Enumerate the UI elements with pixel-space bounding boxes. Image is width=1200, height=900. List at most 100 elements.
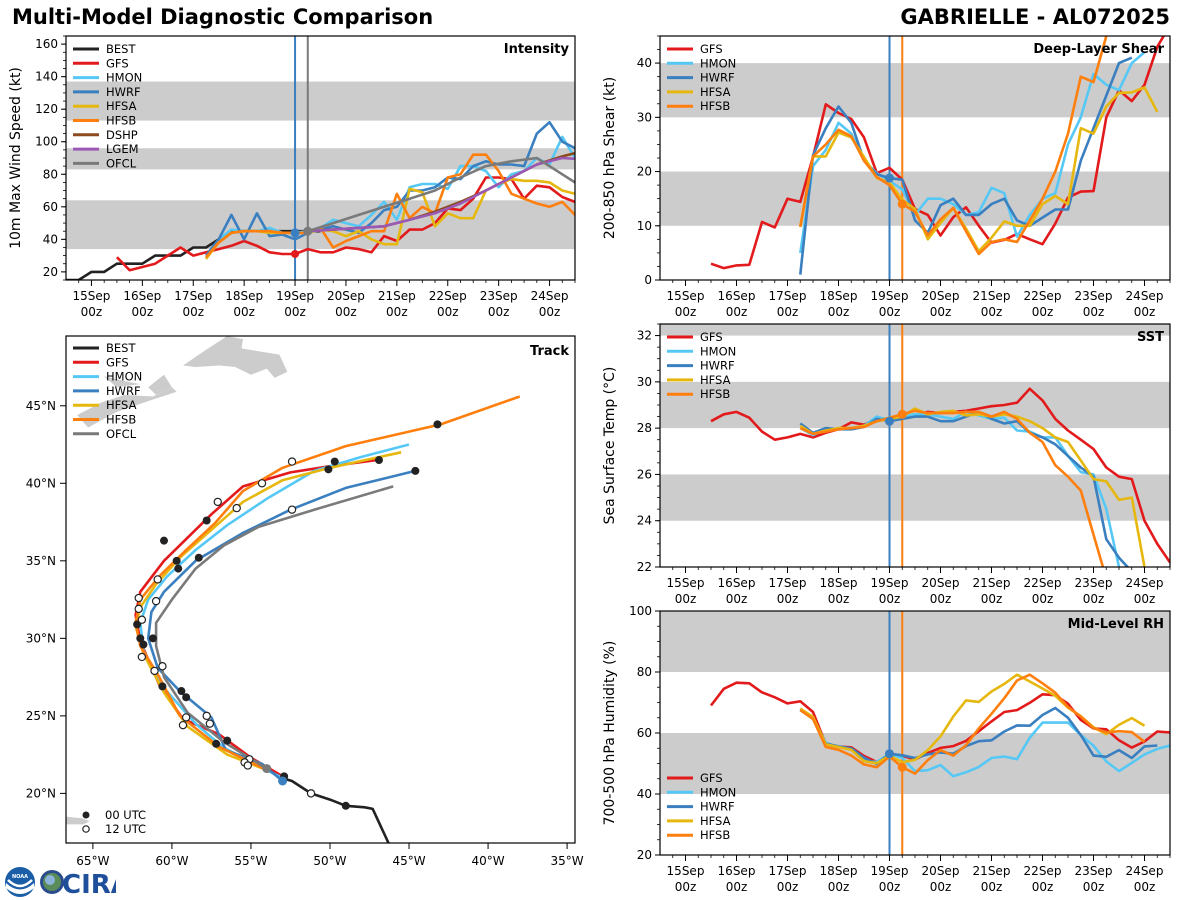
panel-title: Intensity bbox=[504, 42, 570, 57]
y-tick-label: 22 bbox=[637, 560, 652, 574]
x-tick-label: 18Sep bbox=[820, 864, 858, 878]
x-tick-label: 15Sep bbox=[667, 576, 705, 590]
track-marker-12utc bbox=[205, 719, 215, 728]
track-marker-12utc bbox=[202, 711, 211, 721]
init-marker bbox=[885, 749, 894, 759]
x-tick-label: 16Sep bbox=[123, 289, 161, 303]
legend-label: GFS bbox=[700, 771, 723, 785]
y-tick-label: 20 bbox=[43, 265, 58, 279]
track-marker-00utc bbox=[177, 687, 186, 696]
series-group bbox=[66, 120, 575, 280]
x-tick-label: 00z bbox=[726, 305, 748, 319]
legend-label: BEST bbox=[106, 341, 136, 355]
x-tick-label: 15Sep bbox=[667, 289, 705, 303]
legend-label: HFSB bbox=[700, 387, 730, 401]
x-tick-label: 00z bbox=[1134, 880, 1156, 894]
y-tick-label: 10 bbox=[637, 219, 652, 233]
x-tick-label: 00z bbox=[1032, 880, 1054, 894]
legend-label: HMON bbox=[700, 56, 736, 70]
legend-label: HMON bbox=[106, 71, 142, 85]
x-tick-label: 00z bbox=[1032, 305, 1054, 319]
x-tick-label: 00z bbox=[828, 305, 850, 319]
legend-marker-open bbox=[82, 825, 90, 833]
x-tick-label: 55°W bbox=[234, 854, 267, 868]
panel-title: SST bbox=[1137, 330, 1164, 345]
x-tick-label: 23Sep bbox=[1075, 289, 1113, 303]
x-tick-label: 00z bbox=[675, 592, 697, 606]
legend-label: GFS bbox=[700, 42, 723, 56]
track-marker-12utc bbox=[137, 652, 147, 662]
x-tick-label: 16Sep bbox=[718, 576, 756, 590]
x-tick-label: 00z bbox=[1083, 592, 1105, 606]
track-line-hfsb bbox=[134, 395, 521, 772]
shaded-band bbox=[66, 200, 575, 250]
shaded-band bbox=[66, 81, 575, 121]
track-plot-area bbox=[66, 336, 521, 843]
panel-sst: 22 24 26 28 30 32 15Sep 00z 16Sep 00z 17Sep 00z 18Se… bbox=[602, 323, 1171, 606]
legend-label: HFSB bbox=[106, 114, 136, 128]
track-marker-00utc bbox=[341, 801, 350, 810]
x-tick-label: 19Sep bbox=[276, 289, 314, 303]
panel-title: Mid-Level RH bbox=[1068, 617, 1164, 632]
x-tick-label: 20Sep bbox=[922, 289, 960, 303]
series-line-hwrf bbox=[799, 706, 1158, 766]
x-tick-label: 19Sep bbox=[871, 576, 909, 590]
x-tick-label: 24Sep bbox=[531, 289, 569, 303]
x-tick-label: 00z bbox=[437, 305, 459, 319]
legend-label: BEST bbox=[106, 42, 136, 56]
x-tick-label: 00z bbox=[1032, 592, 1054, 606]
x-tick-label: 22Sep bbox=[1024, 576, 1062, 590]
init-marker bbox=[262, 764, 272, 774]
track-marker-00utc bbox=[324, 465, 333, 474]
x-tick-label: 00z bbox=[488, 305, 510, 319]
legend-label: HMON bbox=[700, 344, 736, 358]
land-cape-breton bbox=[148, 374, 172, 395]
track-marker-00utc bbox=[374, 456, 383, 465]
x-tick-label: 45°W bbox=[392, 854, 425, 868]
y-tick-label: 20 bbox=[637, 848, 652, 862]
x-tick-label: 24Sep bbox=[1126, 289, 1164, 303]
x-tick-label: 00z bbox=[1083, 305, 1105, 319]
x-tick-label: 00z bbox=[675, 880, 697, 894]
track-marker-12utc bbox=[153, 575, 162, 584]
x-tick-label: 00z bbox=[777, 880, 799, 894]
legend-label: HFSB bbox=[700, 99, 730, 113]
init-marker bbox=[291, 249, 300, 258]
x-tick-label: 00z bbox=[879, 305, 901, 319]
track-marker-00utc bbox=[223, 736, 232, 745]
legend-marker-filled bbox=[82, 811, 90, 819]
x-tick-label: 00z bbox=[828, 880, 850, 894]
x-tick-label: 00z bbox=[81, 305, 103, 319]
x-tick-label: 00z bbox=[930, 880, 952, 894]
y-tick-label: 60 bbox=[43, 200, 58, 214]
noaa-logo-icon: NOAA bbox=[5, 867, 35, 897]
track-marker-00utc bbox=[174, 564, 183, 573]
panel-intensity: 20 40 60 80 100 120 140 160 15Sep 00z 16Sep 00z 17Se… bbox=[8, 35, 576, 319]
x-tick-label: 23Sep bbox=[1075, 864, 1113, 878]
track-marker-12utc bbox=[134, 604, 143, 614]
track-marker-12utc bbox=[243, 761, 252, 770]
x-tick-label: 16Sep bbox=[718, 864, 756, 878]
x-tick-label: 20Sep bbox=[922, 864, 960, 878]
y-tick-label: 100 bbox=[35, 135, 58, 149]
y-tick-label: 35°N bbox=[26, 554, 56, 568]
x-tick-label: 22Sep bbox=[429, 289, 467, 303]
land-nova-scotia bbox=[77, 387, 177, 428]
cira-logo-icon: CIRA bbox=[40, 870, 116, 898]
series-line-hfsb bbox=[799, 673, 1146, 775]
logos: NOAA CIRA bbox=[4, 866, 116, 898]
x-tick-label: 19Sep bbox=[871, 289, 909, 303]
series-line-hwrf bbox=[204, 120, 575, 257]
series-line-ofcl bbox=[307, 156, 575, 233]
track-line-ofcl bbox=[154, 485, 394, 770]
init-marker bbox=[885, 173, 894, 183]
x-tick-label: 21Sep bbox=[973, 289, 1011, 303]
y-tick-label: 40°N bbox=[26, 476, 56, 490]
page-title: Multi-Model Diagnostic Comparison bbox=[12, 5, 434, 29]
legend-label: DSHP bbox=[106, 128, 138, 142]
y-tick-label: 28 bbox=[637, 421, 652, 435]
legend-label: 12 UTC bbox=[105, 822, 146, 836]
series-group bbox=[709, 673, 1170, 778]
track-marker-00utc bbox=[411, 466, 420, 475]
x-tick-label: 17Sep bbox=[769, 576, 807, 590]
